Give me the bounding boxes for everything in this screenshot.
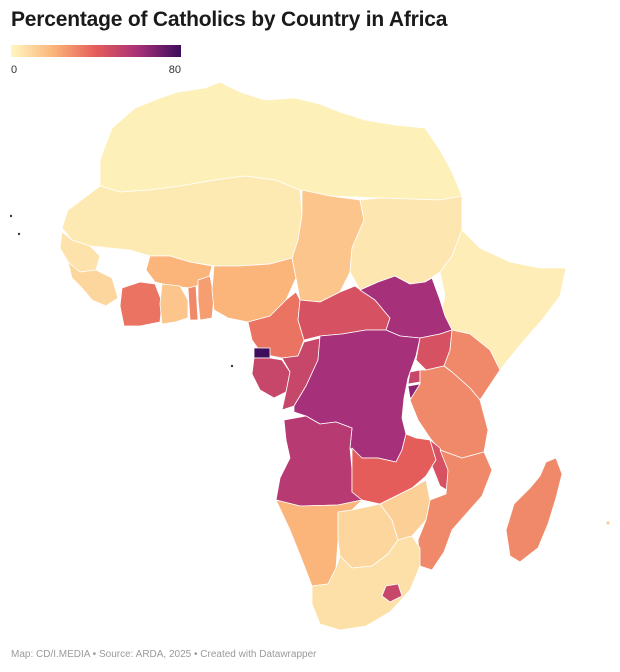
country-gabon[interactable] xyxy=(251,357,291,399)
country-togo[interactable] xyxy=(187,285,199,321)
country-lesotho[interactable] xyxy=(381,583,403,603)
country-south-sudan[interactable] xyxy=(359,275,453,339)
country-equatorial-guinea[interactable] xyxy=(253,347,271,359)
map-credits: Map: CD/I.MEDIA • Source: ARDA, 2025 • C… xyxy=(11,649,317,660)
country-c-te-d-ivoire[interactable] xyxy=(119,281,163,327)
country-rwanda[interactable] xyxy=(407,369,421,385)
cape-verde-dot xyxy=(9,214,13,218)
country-madagascar[interactable] xyxy=(505,457,563,563)
country-angola[interactable] xyxy=(275,415,363,507)
color-legend: 0 80 xyxy=(11,44,181,78)
sao-tome-dot xyxy=(230,364,234,368)
country-ghana[interactable] xyxy=(159,283,189,325)
country-sahel[interactable] xyxy=(61,175,303,267)
country-benin[interactable] xyxy=(197,275,215,321)
legend-max-label: 80 xyxy=(168,64,181,76)
legend-min-label: 0 xyxy=(11,64,18,76)
legend-gradient xyxy=(11,45,181,57)
cape-verde-dot-2 xyxy=(17,232,21,236)
map-title: Percentage of Catholics by Country in Af… xyxy=(11,8,448,31)
mauritius-dot xyxy=(606,521,610,525)
country-guinea[interactable] xyxy=(67,261,119,307)
country-south-africa[interactable] xyxy=(311,535,421,631)
country-zimbabwe[interactable] xyxy=(379,479,431,541)
country-mozambique[interactable] xyxy=(417,449,493,571)
